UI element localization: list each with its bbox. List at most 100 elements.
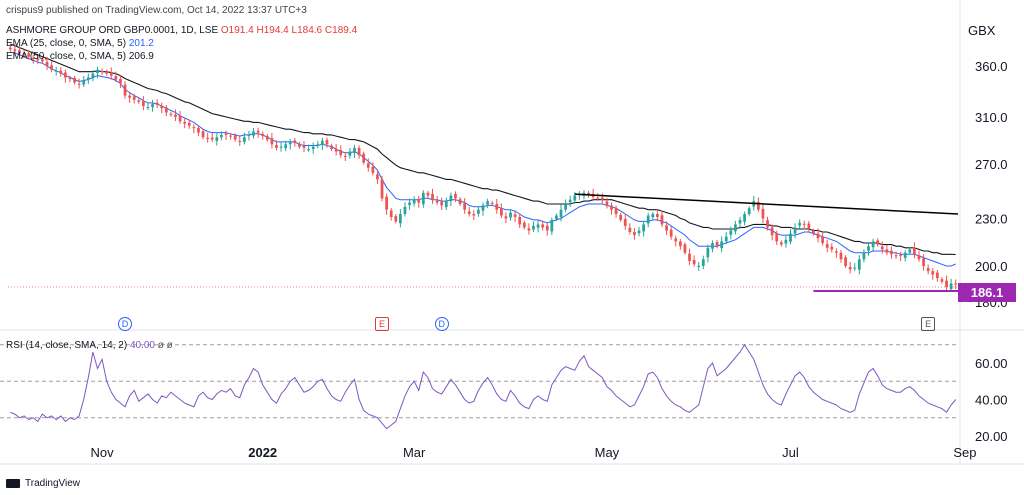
dividend-event-marker[interactable]: D <box>118 317 133 331</box>
candle-body <box>18 50 21 54</box>
candle-body <box>137 100 141 102</box>
candle-body <box>261 133 265 137</box>
candle-body <box>91 73 95 79</box>
candle-body <box>697 266 701 267</box>
candle-body <box>142 101 145 107</box>
candle-body <box>954 283 958 285</box>
candle-body <box>706 247 710 258</box>
candle-body <box>545 225 549 231</box>
footer-brand-label: TradingView <box>25 478 81 489</box>
candle-body <box>729 230 733 235</box>
candle-body <box>238 140 242 142</box>
rsi-tick-label: 40.00 <box>975 393 1008 408</box>
candle-body <box>568 199 572 203</box>
candle-body <box>408 202 411 206</box>
candle-body <box>36 58 40 61</box>
candle-body <box>775 233 779 242</box>
candle-body <box>458 199 462 204</box>
candle-body <box>844 257 847 266</box>
candle-body <box>77 83 81 85</box>
symbol-name[interactable]: ASHMORE GROUP ORD GBP0.0001, 1D, LSE <box>6 25 219 36</box>
candle-body <box>431 193 434 200</box>
candle-body <box>931 271 935 275</box>
candle-body <box>454 193 457 199</box>
candle-body <box>798 222 802 226</box>
candle-body <box>724 236 728 242</box>
candle-body <box>27 53 31 57</box>
candle-body <box>715 242 719 247</box>
legend-ema25-row[interactable]: EMA (25, close, 0, SMA, 5) 201.2 <box>6 38 154 49</box>
candle-body <box>128 95 131 98</box>
candle-body <box>504 216 508 219</box>
candle-body <box>183 121 187 124</box>
candle-body <box>109 72 113 76</box>
rsi-extra: ø ø <box>157 340 173 351</box>
rsi-value: 40.00 <box>129 340 155 351</box>
candle-body <box>279 146 283 148</box>
ema50-line <box>10 43 956 256</box>
candle-body <box>770 227 774 236</box>
legend-rsi-row[interactable]: RSI (14, close, SMA, 14, 2) 40.00 ø ø <box>6 340 173 351</box>
candle-body <box>229 135 232 137</box>
candle-body <box>449 195 453 202</box>
dividend-event-marker[interactable]: D <box>434 317 449 331</box>
rsi-label: RSI (14, close, SMA, 14, 2) <box>6 340 128 351</box>
candle-body <box>802 223 806 225</box>
candle-body <box>197 128 200 133</box>
candle-body <box>747 208 751 215</box>
legend-ema50-row[interactable]: EMA (50, close, 0, SMA, 5) 206.9 <box>6 51 154 62</box>
candle-body <box>82 80 86 85</box>
candle-body <box>688 253 691 261</box>
candle-body <box>155 102 159 106</box>
candle-body <box>949 283 953 290</box>
candle-body <box>357 147 361 156</box>
candle-body <box>389 210 393 217</box>
ohlc-c-value: 189.4 <box>332 25 358 36</box>
candle-body <box>123 84 127 96</box>
candle-body <box>935 272 939 279</box>
candle-body <box>426 192 430 196</box>
last-price-tag: 186.1 <box>958 283 1016 302</box>
candle-body <box>486 201 489 205</box>
candle-body <box>399 214 402 224</box>
published-caption: crispus9 published on TradingView.com, O… <box>6 5 307 16</box>
candle-body <box>472 214 476 216</box>
candle-body <box>940 279 944 282</box>
price-tick-label: 310.0 <box>975 110 1008 125</box>
candle-body <box>233 135 237 140</box>
candle-body <box>105 71 109 74</box>
candle-body <box>945 280 948 288</box>
candle-body <box>734 224 737 232</box>
candle-body <box>779 242 783 245</box>
candle-body <box>31 57 35 59</box>
candle-body <box>160 105 164 109</box>
ema25-value: 201.2 <box>128 38 154 49</box>
candle-body <box>265 136 269 140</box>
currency-label[interactable]: GBX <box>968 23 996 38</box>
candle-body <box>610 205 613 210</box>
footer-brand[interactable]: TradingView <box>6 478 80 489</box>
candle-body <box>353 147 356 153</box>
candle-body <box>132 96 136 100</box>
candle-body <box>174 114 177 117</box>
candle-body <box>642 224 646 232</box>
candle-body <box>894 255 898 257</box>
candle-body <box>756 201 760 210</box>
candle-body <box>766 220 769 228</box>
candle-body <box>701 259 705 266</box>
candle-body <box>275 145 278 148</box>
candle-body <box>330 145 333 150</box>
candle-body <box>73 77 76 83</box>
candle-body <box>628 227 632 233</box>
candle-body <box>564 203 567 210</box>
earnings-event-marker[interactable]: E <box>375 317 390 331</box>
candle-body <box>490 202 494 204</box>
earnings-past-event-marker[interactable]: E <box>921 317 936 331</box>
candle-body <box>256 130 260 133</box>
candle-body <box>867 246 870 251</box>
ema50-value: 206.9 <box>128 51 154 62</box>
candle-body <box>366 163 370 168</box>
candle-body <box>316 144 320 146</box>
candle-body <box>623 219 627 226</box>
